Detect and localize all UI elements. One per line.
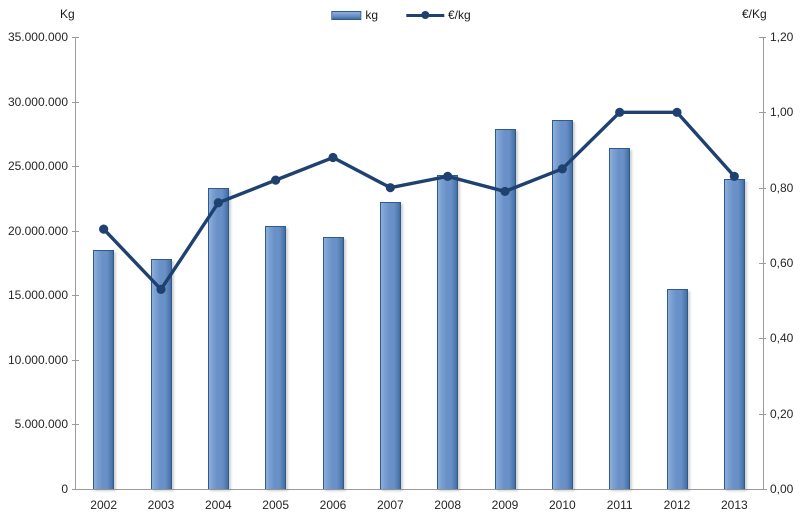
left-axis-title: Kg — [60, 7, 75, 21]
right-axis-tick-mark — [759, 338, 766, 340]
left-axis-tick-label: 25.000.000 — [7, 159, 68, 174]
bar-2012 — [666, 288, 688, 489]
line-marker-2012 — [672, 107, 682, 117]
eur-per-kg-line — [102, 110, 736, 292]
bar-2005 — [265, 225, 287, 489]
x-axis-label: 2004 — [204, 498, 232, 512]
x-axis-label: 2010 — [548, 498, 576, 512]
line-marker-2004 — [213, 198, 223, 208]
left-axis-tick-mark — [72, 101, 79, 103]
bar-2007 — [379, 202, 401, 489]
right-axis-tick-label: 0,80 — [770, 180, 794, 195]
right-axis-title: €/Kg — [742, 7, 767, 21]
left-axis-tick-label: 10.000.000 — [7, 352, 68, 367]
legend-label-eur-per-kg: €/kg — [448, 8, 471, 22]
right-axis-tick-mark — [759, 187, 766, 189]
bar-2010 — [551, 119, 573, 489]
legend-item-kg: kg — [331, 8, 378, 22]
bar-2004 — [207, 188, 229, 489]
legend: kg €/kg — [331, 8, 471, 22]
bar-2006 — [322, 237, 344, 489]
left-axis-tick-mark — [72, 166, 79, 168]
line-series — [99, 107, 739, 294]
left-axis-tick-label: 30.000.000 — [7, 94, 68, 109]
x-axis-label: 2006 — [319, 498, 347, 512]
bar-series-swatch-icon — [331, 10, 362, 20]
line-marker-2005 — [271, 175, 281, 185]
x-axis-label: 2007 — [376, 498, 404, 512]
x-axis-line — [75, 489, 767, 490]
bar-2011 — [609, 148, 631, 489]
line-marker-2013 — [729, 171, 739, 181]
right-axis-tick-mark — [759, 112, 766, 114]
line-marker-2007 — [385, 183, 395, 193]
right-axis-tick-label: 0,40 — [770, 331, 794, 346]
x-axis-label: 2002 — [90, 498, 117, 512]
line-marker-2009 — [500, 186, 510, 197]
line-marker-2008 — [443, 171, 453, 181]
x-axis-label: 2013 — [720, 498, 748, 512]
left-axis-tick-mark — [72, 424, 79, 426]
line-series-swatch-icon — [406, 10, 444, 20]
left-axis-tick-label: 20.000.000 — [7, 223, 68, 238]
left-axis-tick-mark — [72, 37, 79, 38]
legend-item-eur-per-kg: €/kg — [406, 8, 471, 22]
bar-2002 — [93, 250, 115, 489]
right-axis-tick-label: 0,60 — [770, 256, 794, 270]
x-axis-label: 2011 — [606, 498, 633, 512]
left-axis-tick-label: 5.000.000 — [14, 417, 68, 432]
line-marker-2002 — [99, 224, 109, 234]
left-axis-tick-mark — [72, 359, 79, 361]
legend-label-kg: kg — [365, 8, 378, 22]
right-axis-tick-mark — [759, 37, 766, 38]
right-axis-tick-mark — [759, 489, 766, 490]
left-axis-tick-mark — [72, 489, 79, 490]
right-axis-tick-label: 0,20 — [770, 406, 794, 421]
x-axis-label: 2008 — [434, 498, 461, 512]
x-axis-label: 2005 — [262, 498, 289, 512]
x-axis-label: 2003 — [147, 498, 175, 512]
line-marker-2010 — [557, 164, 567, 174]
right-axis-tick-label: 0,00 — [770, 482, 794, 496]
bar-2003 — [150, 259, 172, 489]
line-marker-2006 — [328, 152, 338, 163]
x-axis-label: 2009 — [491, 498, 519, 512]
x-axis-label: 2012 — [663, 498, 691, 512]
bar-2009 — [494, 128, 516, 489]
line-marker-2011 — [615, 107, 625, 117]
left-axis-tick-label: 0 — [61, 482, 68, 496]
left-axis-tick-label: 35.000.000 — [7, 30, 68, 44]
left-axis-tick-mark — [72, 230, 79, 232]
line-marker-2003 — [156, 284, 166, 294]
left-axis-tick-mark — [72, 295, 79, 297]
right-axis-tick-mark — [759, 263, 766, 264]
left-axis-tick-label: 15.000.000 — [7, 288, 68, 303]
right-axis-tick-mark — [759, 413, 766, 415]
right-axis-tick-label: 1,20 — [770, 30, 794, 44]
right-axis-tick-label: 1,00 — [770, 105, 794, 120]
left-y-axis-line — [75, 37, 76, 490]
